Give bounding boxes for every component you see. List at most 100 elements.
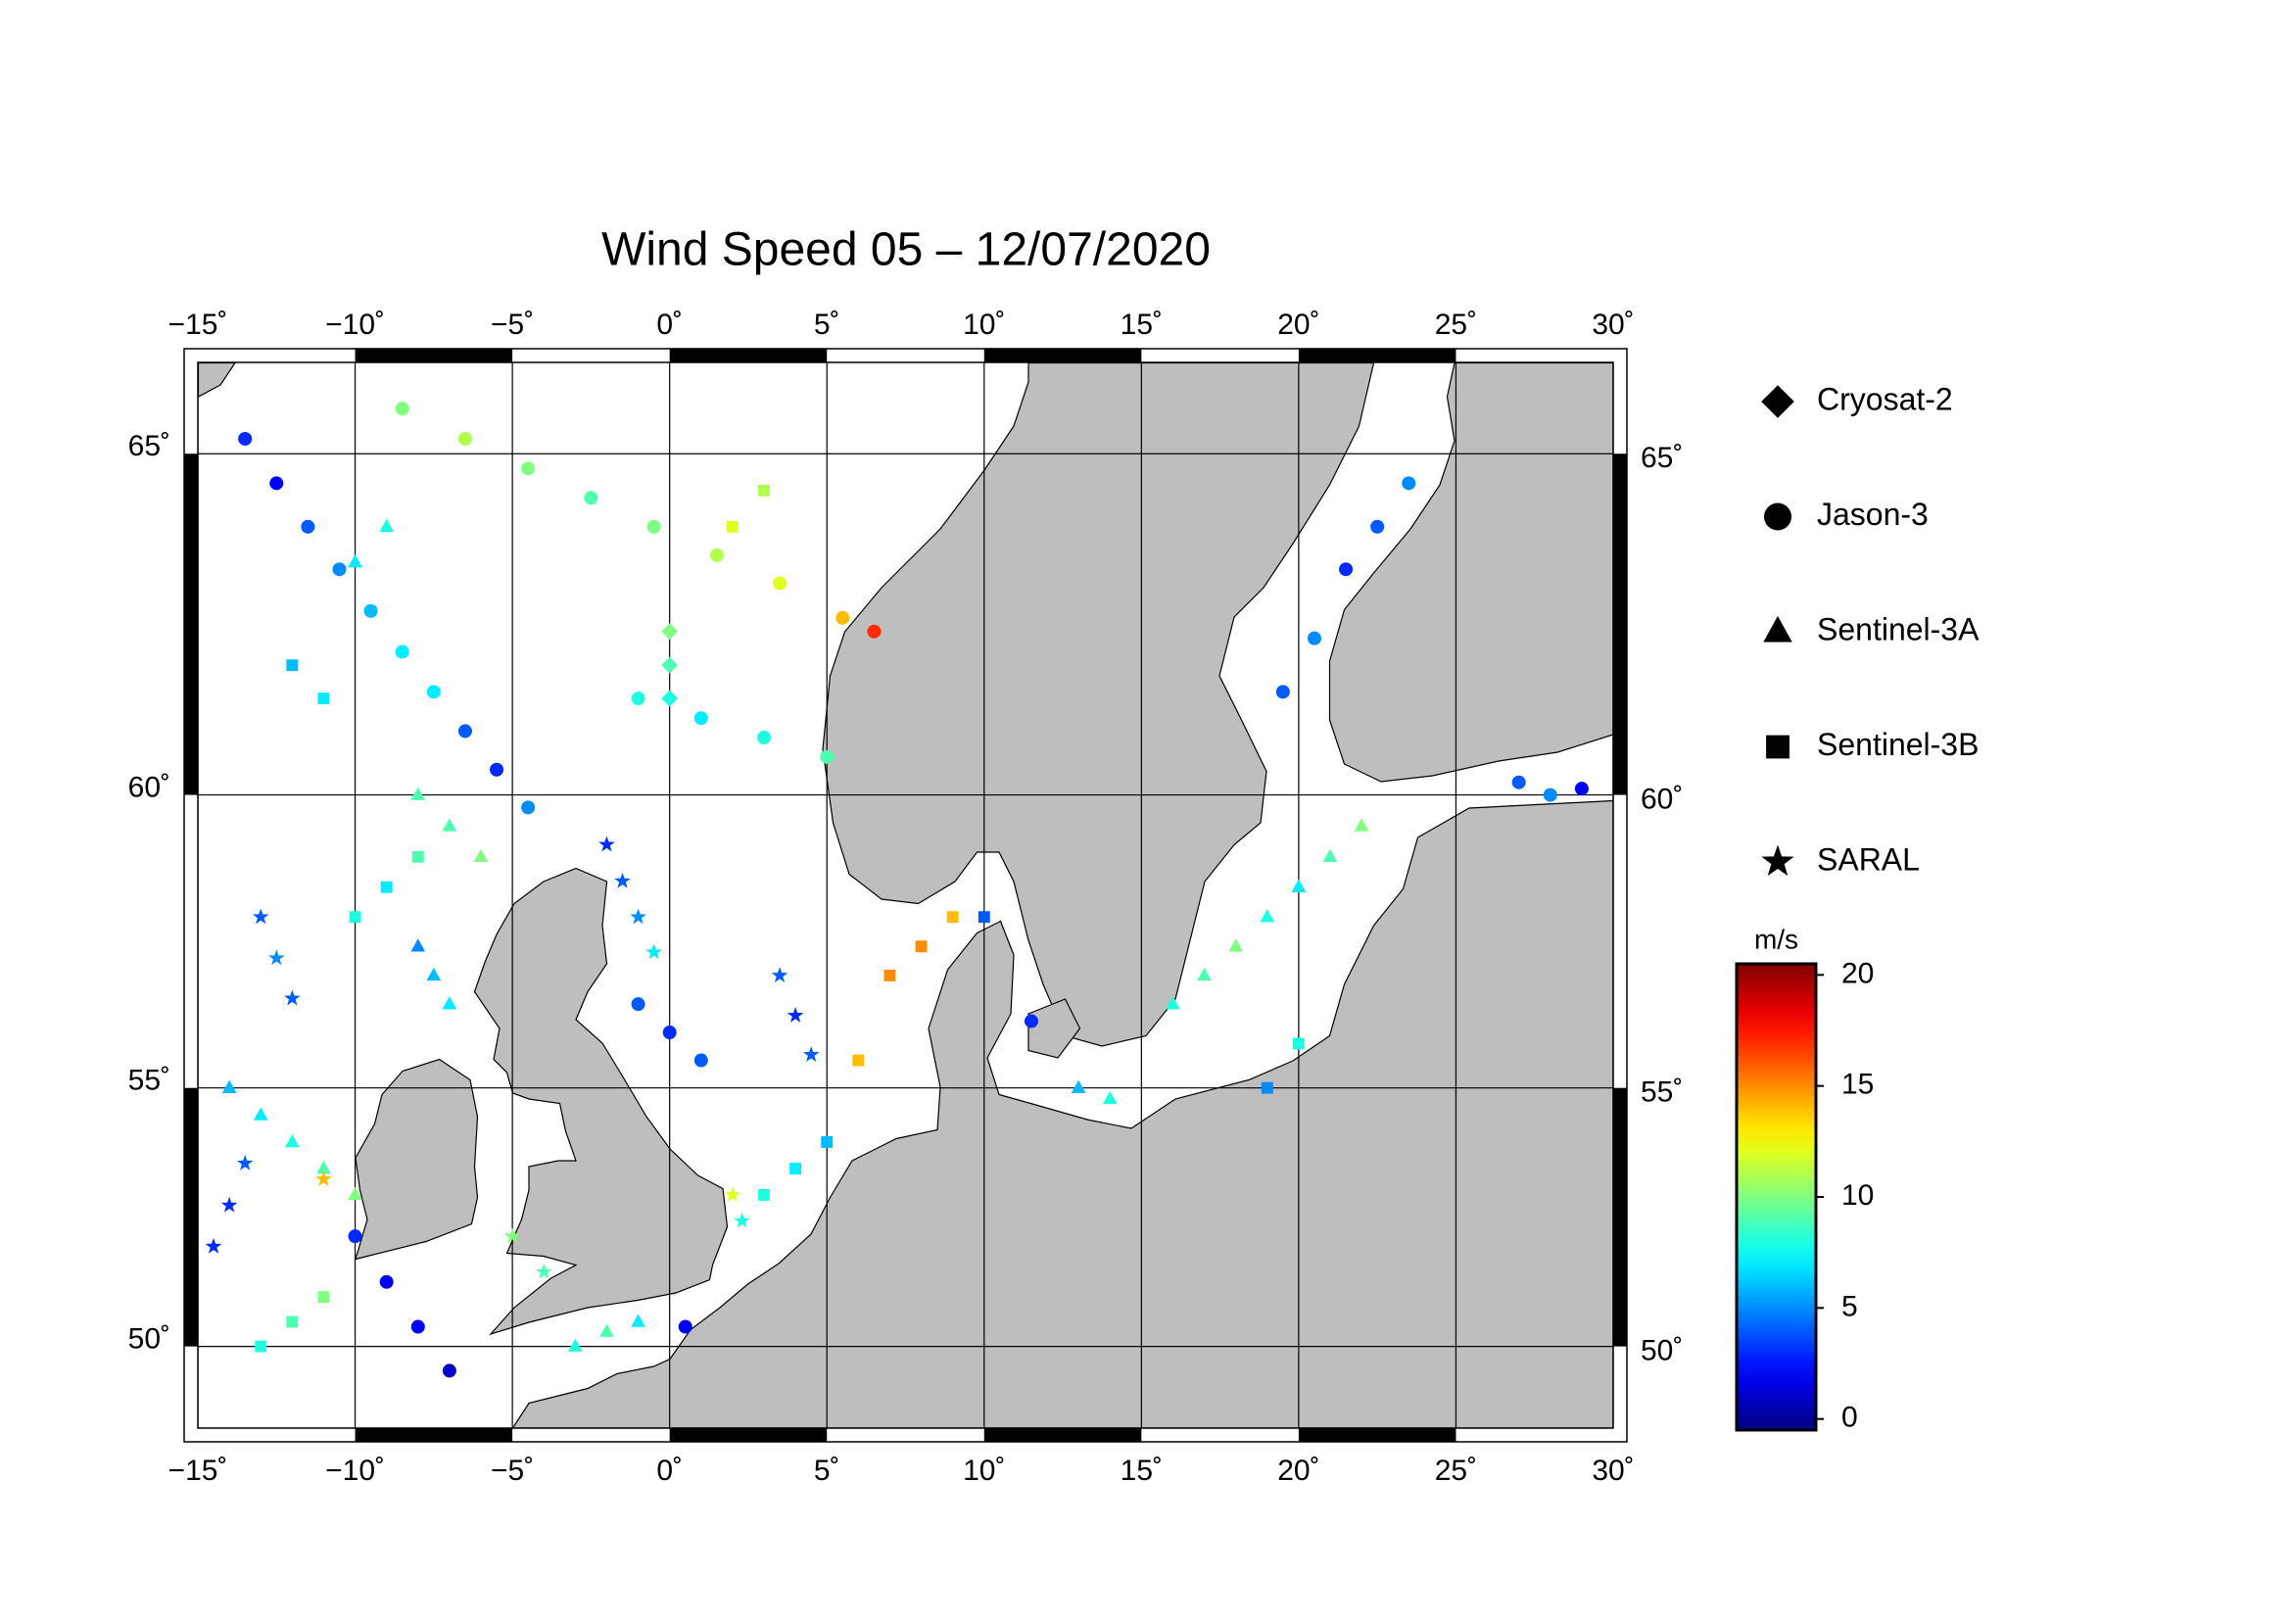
data-point: [646, 519, 661, 534]
data-point: [380, 881, 393, 893]
data-point: [221, 1079, 237, 1093]
data-point: [317, 1291, 330, 1304]
colorbar-tick-label: 20: [1841, 957, 1874, 989]
data-point: [1291, 879, 1307, 892]
data-point: [1071, 1079, 1086, 1093]
data-point: [787, 1007, 804, 1023]
data-point: [503, 1227, 521, 1244]
legend-label: Sentinel-3A: [1817, 611, 1980, 646]
frame-band: [355, 1428, 513, 1442]
x-tick-label: −10˚: [325, 309, 385, 341]
data-point: [301, 519, 315, 534]
scandinavia: [822, 362, 1375, 1047]
frame-band: [1613, 454, 1627, 795]
data-point: [1166, 996, 1180, 1010]
data-point: [789, 1163, 802, 1175]
data-point: [395, 645, 409, 659]
x-tick-label: 15˚: [1121, 1455, 1163, 1487]
data-point: [693, 1053, 708, 1068]
data-point: [1574, 782, 1589, 796]
frame-band: [1298, 349, 1456, 362]
colorbar-tick-label: 15: [1841, 1069, 1874, 1101]
data-point: [348, 1229, 362, 1244]
legend-label: SARAL: [1817, 841, 1920, 877]
data-point: [457, 724, 472, 739]
finland: [1328, 362, 1613, 783]
data-point: [820, 749, 835, 764]
data-point: [1197, 967, 1212, 981]
data-point: [978, 911, 990, 924]
data-point: [734, 1212, 750, 1228]
y-tick-label: 55˚: [1641, 1076, 1683, 1109]
x-tick-label: 0˚: [656, 309, 683, 341]
data-point: [255, 1340, 267, 1353]
y-tick-label: 65˚: [128, 430, 170, 462]
data-point: [584, 491, 598, 505]
data-point: [426, 967, 442, 981]
data-point: [661, 623, 679, 641]
data-point: [709, 548, 724, 562]
data-point: [363, 603, 378, 618]
data-point: [631, 1314, 645, 1327]
data-point: [1543, 788, 1557, 802]
data-point: [835, 610, 850, 625]
data-point: [724, 1186, 741, 1202]
x-tick-label: −15˚: [168, 309, 228, 341]
data-point: [284, 1133, 300, 1148]
data-point: [238, 431, 253, 446]
data-point: [726, 520, 739, 533]
data-point: [410, 787, 426, 800]
chart-title: Wind Speed 05 – 12/07/2020: [601, 224, 1211, 276]
data-point: [915, 940, 928, 953]
data-point: [521, 461, 536, 476]
data-point: [614, 872, 631, 888]
x-tick-label: 25˚: [1435, 1455, 1477, 1487]
data-point: [1292, 1037, 1305, 1050]
data-point: [349, 911, 361, 924]
y-tick-label: 50˚: [1641, 1335, 1683, 1367]
frame-band: [184, 454, 198, 795]
data-point: [1322, 848, 1338, 863]
legend-label: Sentinel-3B: [1817, 727, 1979, 762]
continent: [511, 799, 1613, 1428]
data-point: [205, 1237, 222, 1254]
data-point: [1102, 1090, 1118, 1105]
x-tick-label: 20˚: [1277, 309, 1319, 341]
legend-marker: [1761, 385, 1794, 418]
x-tick-label: 30˚: [1592, 309, 1634, 341]
x-tick-label: 0˚: [656, 1455, 683, 1487]
data-point: [645, 943, 662, 960]
data-point: [631, 692, 645, 706]
data-point: [771, 967, 788, 983]
data-point: [253, 1107, 268, 1121]
frame-band: [184, 1087, 198, 1347]
data-point: [286, 659, 299, 672]
x-tick-label: 10˚: [963, 309, 1005, 341]
data-point: [442, 996, 457, 1010]
map-frame: [183, 348, 1628, 1443]
x-tick-label: 10˚: [963, 1455, 1005, 1487]
x-tick-label: 5˚: [814, 1455, 840, 1487]
data-point: [758, 1188, 770, 1201]
data-point: [599, 1323, 614, 1337]
data-point: [286, 1315, 299, 1328]
legend-label: Jason-3: [1817, 497, 1929, 532]
y-tick-label: 60˚: [128, 771, 170, 803]
frame-band: [669, 1428, 828, 1442]
data-point: [269, 476, 284, 491]
data-point: [457, 431, 472, 446]
legend-marker: [1766, 735, 1790, 759]
data-point: [535, 1263, 552, 1279]
frame-band: [1613, 1087, 1627, 1347]
colorbar-label: m/s: [1754, 924, 1798, 954]
data-point: [1228, 938, 1244, 952]
data-point: [252, 908, 269, 925]
data-point: [630, 908, 646, 925]
y-tick-label: 60˚: [1641, 783, 1683, 815]
data-point: [332, 562, 347, 577]
x-tick-label: 20˚: [1277, 1455, 1319, 1487]
legend-marker: [1763, 615, 1792, 643]
data-point: [395, 402, 409, 416]
great-britain: [473, 867, 729, 1336]
